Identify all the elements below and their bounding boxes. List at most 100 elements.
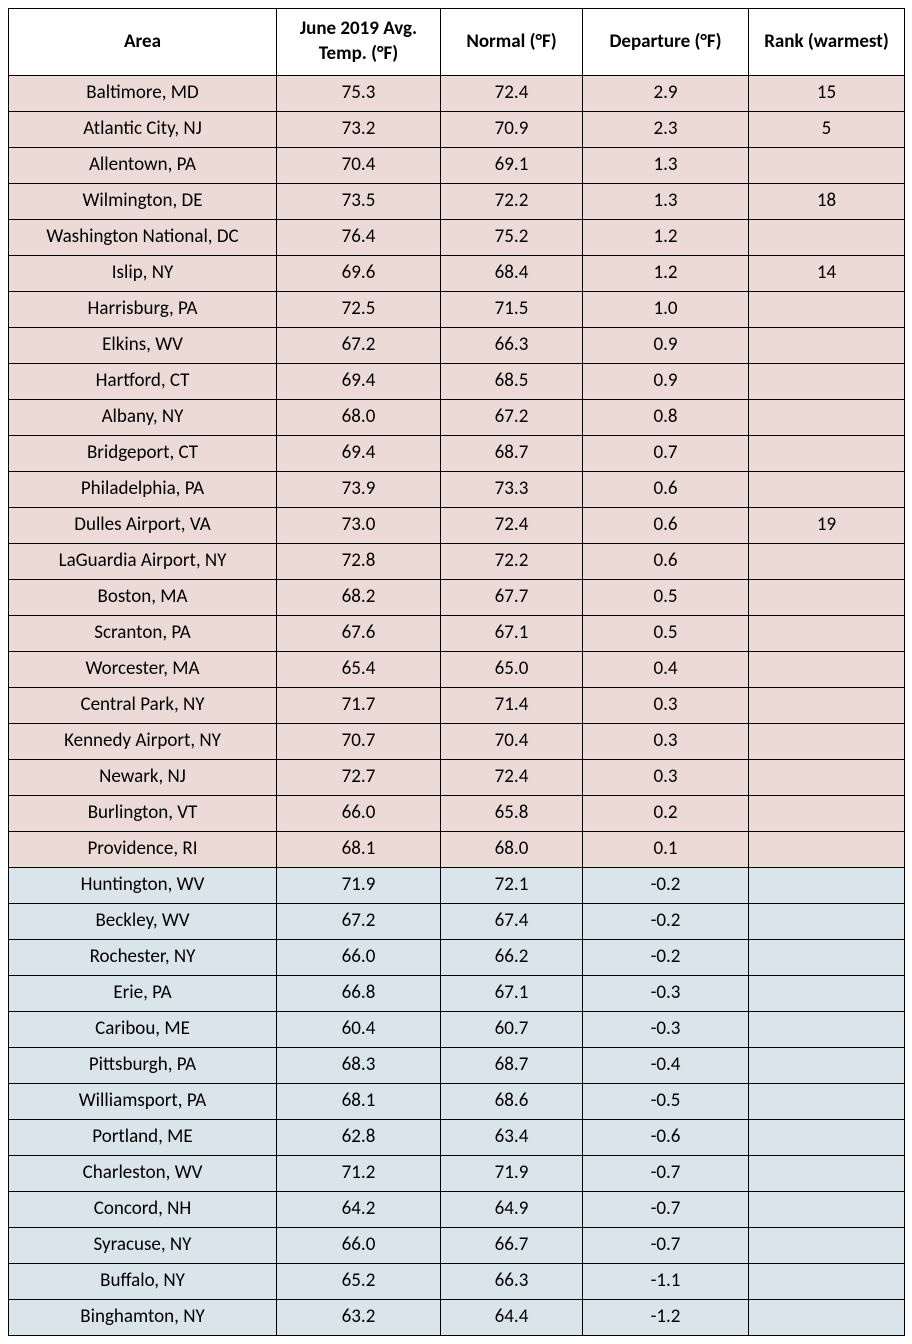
cell-departure: -0.3 [583,976,749,1012]
table-row: Concord, NH64.264.9-0.7 [9,1192,905,1228]
cell-area: Washington National, DC [9,220,277,256]
cell-normal: 66.7 [441,1228,583,1264]
table-row: Elkins, WV67.266.30.9 [9,328,905,364]
cell-rank [749,292,905,328]
cell-rank [749,976,905,1012]
table-row: Beckley, WV67.267.4-0.2 [9,904,905,940]
cell-avg: 67.2 [277,904,441,940]
cell-rank [749,1264,905,1300]
cell-rank: 14 [749,256,905,292]
cell-departure: 2.9 [583,76,749,112]
cell-rank [749,616,905,652]
cell-normal: 70.4 [441,724,583,760]
cell-area: Bridgeport, CT [9,436,277,472]
table-row: Bridgeport, CT69.468.70.7 [9,436,905,472]
cell-area: Caribou, ME [9,1012,277,1048]
table-row: Worcester, MA65.465.00.4 [9,652,905,688]
cell-area: Providence, RI [9,832,277,868]
table-row: Washington National, DC76.475.21.2 [9,220,905,256]
cell-rank [749,400,905,436]
col-header-normal: Normal (°F) [441,9,583,76]
table-row: Baltimore, MD75.372.42.915 [9,76,905,112]
cell-avg: 72.8 [277,544,441,580]
cell-area: Buffalo, NY [9,1264,277,1300]
cell-area: Baltimore, MD [9,76,277,112]
cell-normal: 65.8 [441,796,583,832]
cell-area: Boston, MA [9,580,277,616]
cell-avg: 71.7 [277,688,441,724]
cell-normal: 65.0 [441,652,583,688]
cell-area: Beckley, WV [9,904,277,940]
cell-normal: 66.3 [441,328,583,364]
cell-departure: -0.6 [583,1120,749,1156]
cell-avg: 68.1 [277,1084,441,1120]
cell-avg: 62.8 [277,1120,441,1156]
cell-rank [749,1048,905,1084]
cell-rank [749,580,905,616]
cell-rank [749,220,905,256]
cell-rank [749,832,905,868]
cell-avg: 73.5 [277,184,441,220]
cell-departure: -0.2 [583,940,749,976]
cell-normal: 67.1 [441,616,583,652]
table-row: Harrisburg, PA72.571.51.0 [9,292,905,328]
cell-normal: 72.2 [441,544,583,580]
cell-normal: 72.4 [441,508,583,544]
cell-rank: 5 [749,112,905,148]
cell-area: Williamsport, PA [9,1084,277,1120]
cell-rank [749,760,905,796]
cell-normal: 67.7 [441,580,583,616]
table-row: Pittsburgh, PA68.368.7-0.4 [9,1048,905,1084]
cell-avg: 63.2 [277,1300,441,1336]
cell-departure: 2.3 [583,112,749,148]
cell-normal: 68.5 [441,364,583,400]
cell-avg: 71.9 [277,868,441,904]
table-body: Baltimore, MD75.372.42.915Atlantic City,… [9,76,905,1336]
cell-avg: 68.1 [277,832,441,868]
cell-area: Central Park, NY [9,688,277,724]
cell-area: Islip, NY [9,256,277,292]
cell-area: Hartford, CT [9,364,277,400]
cell-departure: -0.7 [583,1156,749,1192]
table-row: LaGuardia Airport, NY72.872.20.6 [9,544,905,580]
cell-avg: 66.8 [277,976,441,1012]
cell-rank [749,148,905,184]
cell-area: Harrisburg, PA [9,292,277,328]
cell-rank [749,904,905,940]
cell-area: Charleston, WV [9,1156,277,1192]
cell-rank [749,472,905,508]
cell-normal: 67.2 [441,400,583,436]
table-row: Hartford, CT69.468.50.9 [9,364,905,400]
table-row: Buffalo, NY65.266.3-1.1 [9,1264,905,1300]
cell-normal: 66.2 [441,940,583,976]
cell-departure: 0.6 [583,544,749,580]
cell-normal: 69.1 [441,148,583,184]
cell-departure: 1.0 [583,292,749,328]
cell-departure: -0.2 [583,868,749,904]
cell-departure: 0.9 [583,328,749,364]
cell-normal: 68.7 [441,436,583,472]
table-row: Wilmington, DE73.572.21.318 [9,184,905,220]
table-row: Philadelphia, PA73.973.30.6 [9,472,905,508]
table-row: Atlantic City, NJ73.270.92.35 [9,112,905,148]
cell-departure: 0.3 [583,760,749,796]
cell-area: Concord, NH [9,1192,277,1228]
cell-avg: 69.4 [277,364,441,400]
cell-avg: 68.0 [277,400,441,436]
cell-normal: 72.1 [441,868,583,904]
cell-avg: 68.2 [277,580,441,616]
cell-departure: -0.5 [583,1084,749,1120]
cell-area: Portland, ME [9,1120,277,1156]
cell-normal: 64.4 [441,1300,583,1336]
cell-area: Binghamton, NY [9,1300,277,1336]
cell-departure: 1.2 [583,220,749,256]
cell-departure: 1.3 [583,148,749,184]
cell-rank [749,724,905,760]
cell-avg: 73.9 [277,472,441,508]
table-row: Boston, MA68.267.70.5 [9,580,905,616]
cell-avg: 70.4 [277,148,441,184]
cell-area: LaGuardia Airport, NY [9,544,277,580]
cell-avg: 64.2 [277,1192,441,1228]
cell-rank [749,436,905,472]
cell-rank [749,1156,905,1192]
